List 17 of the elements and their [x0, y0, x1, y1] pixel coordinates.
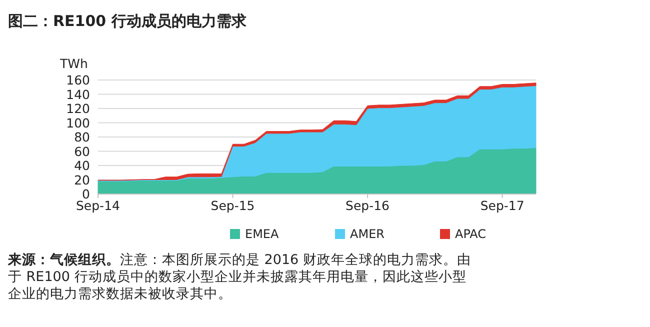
y-tick-label: 20: [74, 172, 90, 188]
legend-label: EMEA: [245, 227, 280, 241]
x-tick-label: Sep-16: [346, 198, 390, 213]
y-tick-label: 160: [66, 72, 90, 88]
y-tick-label: 140: [66, 86, 90, 102]
y-tick-label: 120: [66, 101, 90, 116]
text: 来源：气候组织。注意：本图所展示的是 2016 财政年全球的电力需求。由于 RE100 行动成员中的数家小型企业并未披露其年用电量，因此这些小型企业的电力需求数据未被收录其中。: [8, 252, 472, 303]
legend-label: APAC: [455, 227, 486, 241]
y-axis-title: TWh: [59, 56, 88, 71]
y-tick-label: 40: [74, 158, 90, 173]
y-tick-label: 100: [66, 115, 90, 130]
x-tick-label: Sep-15: [210, 198, 255, 213]
legend-label: AMER: [350, 227, 384, 241]
y-tick-label: 60: [74, 144, 90, 159]
y-tick-label: 80: [74, 130, 90, 144]
x-tick-label: Sep-17: [480, 198, 524, 213]
chart-title: 图二：RE100 行动成员的电力需求: [8, 12, 246, 31]
